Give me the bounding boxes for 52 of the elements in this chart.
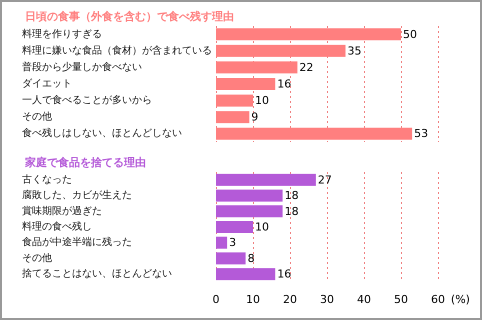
y-tick-label: 料理を作りすぎる [22, 28, 102, 40]
y-tick-label: その他 [22, 110, 52, 123]
y-tick-label: 食品が中途半端に残った [22, 236, 132, 248]
y-tick-label: 古くなった [22, 173, 72, 186]
data-label: 3 [229, 236, 236, 250]
data-label: 10 [255, 220, 269, 234]
bar [216, 221, 253, 233]
data-label: 53 [414, 127, 428, 140]
y-tick-label: 腐敗した、カビが生えた [22, 189, 132, 202]
x-tick-label: 40 [357, 293, 371, 306]
bar [216, 28, 401, 40]
y-tick-label: 料理に嫌いな食品（食材）が含まれている [22, 44, 212, 56]
x-tick-label: 20 [283, 293, 297, 306]
x-tick-label: 60 [431, 293, 445, 306]
data-label: 18 [284, 204, 299, 218]
y-tick-label: 普段から少量しか食べない [22, 60, 142, 73]
y-tick-label: 一人で食べることが多いから [22, 94, 152, 106]
data-label: 16 [277, 78, 292, 90]
data-label: 16 [277, 268, 292, 281]
x-tick-label: 10 [246, 293, 260, 306]
chart-title: 日頃の食事（外食を含む）で食べ残す理由 [25, 10, 234, 23]
bar [216, 190, 283, 202]
bar [216, 128, 412, 140]
x-tick-label: 30 [320, 293, 334, 306]
y-tick-label: 食べ残しはしない、ほとんどしない [22, 127, 182, 140]
data-label: 18 [284, 189, 299, 202]
x-tick-label: 0 [212, 293, 220, 306]
bar [216, 94, 253, 107]
bar [216, 236, 228, 249]
bar [216, 268, 276, 280]
text: 家庭で食品を捨てる理由 [24, 156, 146, 169]
y-tick-label: 賞味期限が過ぎた [22, 204, 102, 217]
data-label: 8 [248, 252, 255, 265]
bar [216, 61, 298, 74]
bar [216, 44, 346, 57]
bar [216, 205, 283, 218]
data-label: 35 [348, 44, 362, 58]
y-tick-label: 捨てることはない、ほとんどない [22, 268, 172, 280]
y-tick-label: 料理の食べ残し [22, 220, 92, 232]
x-axis-title: (%) [450, 293, 470, 306]
data-label: 27 [318, 173, 332, 186]
y-tick-label: ダイエット [22, 78, 72, 90]
y-tick-label: その他 [22, 252, 52, 264]
x-tick-label: 50 [394, 293, 408, 306]
bar [216, 78, 276, 90]
bar [216, 252, 246, 264]
data-label: 10 [255, 94, 269, 108]
bar [216, 174, 316, 186]
data-label: 22 [299, 60, 314, 74]
data-label: 9 [251, 110, 258, 124]
data-label: 50 [403, 28, 417, 41]
bar [216, 111, 250, 124]
